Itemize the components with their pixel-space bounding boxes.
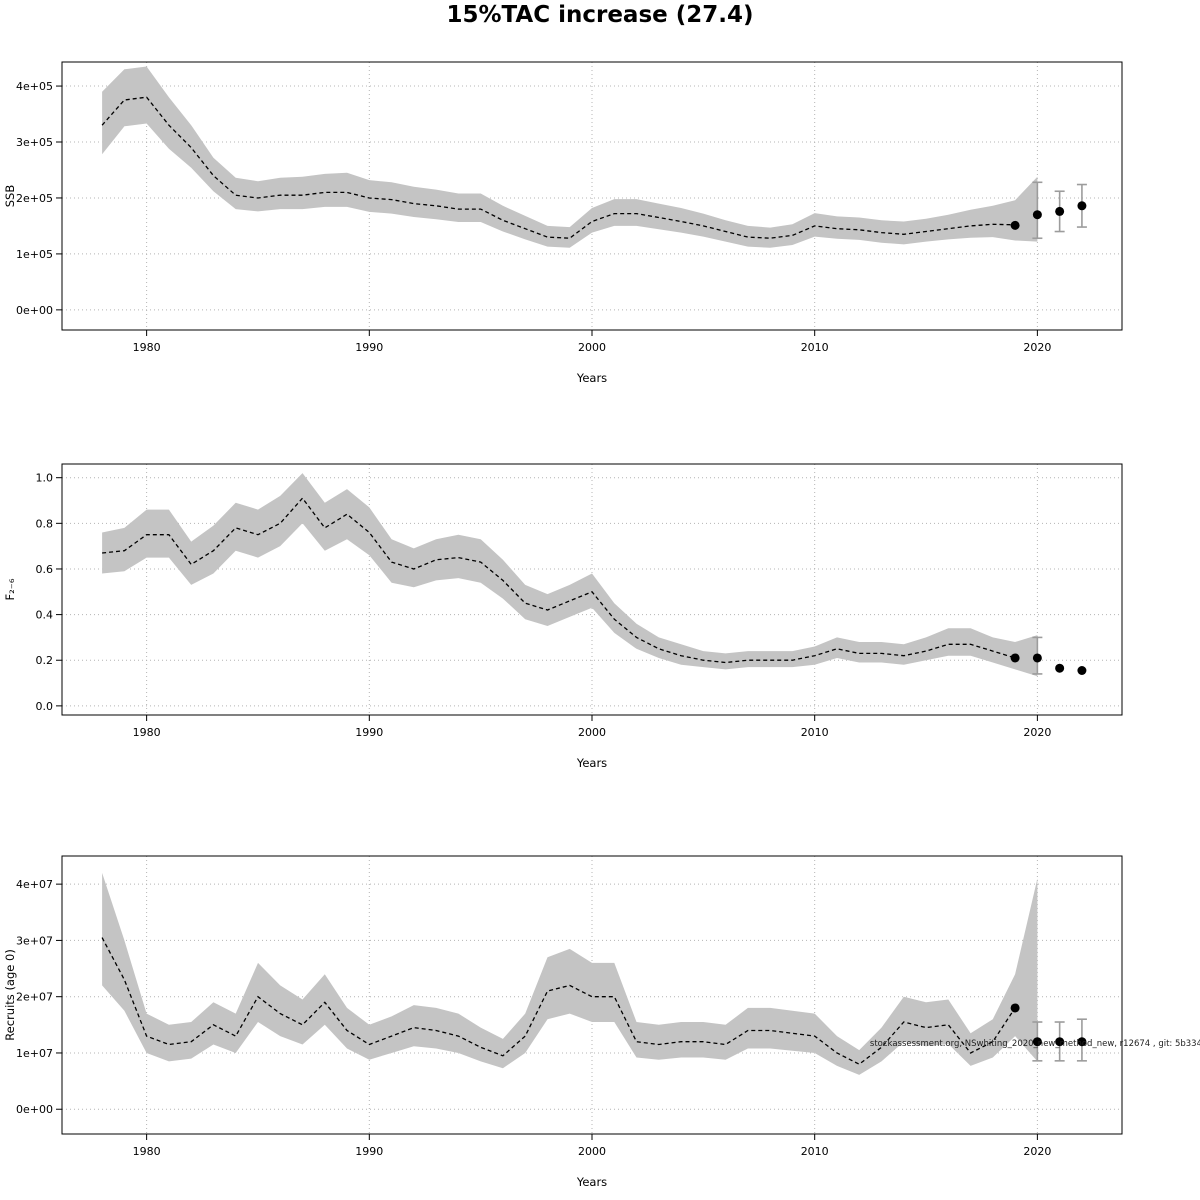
y-tick-label: 1e+07 (16, 1047, 53, 1060)
x-tick-label: 2020 (1023, 726, 1051, 739)
axes: 1980 1990 2000 2010 2020 0e+00 1e+07 2e+07 3e+07… (16, 878, 1051, 1158)
x-tick-label: 2020 (1023, 341, 1051, 354)
forecast-dot (1055, 1037, 1065, 1047)
forecast-dot (1055, 663, 1065, 673)
x-tick-label: 1980 (133, 726, 161, 739)
y-axis-title: F₂₋₆ (3, 578, 17, 600)
y-tick-label: 3e+07 (16, 934, 53, 947)
axes: 1980 1990 2000 2010 2020 0.0 0.2 0.4 0.6 0.8 1.0 (36, 472, 1052, 739)
axes: 1980 1990 2000 2010 2020 0e+00 1e+05 2e+05 3e+05… (16, 80, 1051, 354)
confidence-band (102, 66, 1038, 248)
forecast-points (1010, 1003, 1087, 1062)
forecast-dot (1032, 1037, 1042, 1047)
x-tick-label: 2020 (1023, 1145, 1051, 1158)
forecast-dot (1010, 653, 1020, 663)
ssb-panel: 1980 1990 2000 2010 2020 0e+00 1e+05 2e+05 3e+05… (3, 61, 1123, 385)
x-tick-label: 2010 (801, 1145, 829, 1158)
forecast-dot (1077, 201, 1087, 211)
forecast-dot (1010, 1003, 1020, 1013)
forecast-points (1010, 181, 1087, 240)
y-tick-label: 0.2 (36, 654, 54, 667)
x-tick-label: 2000 (578, 1145, 606, 1158)
y-tick-label: 4e+07 (16, 878, 53, 891)
y-axis-title: Recruits (age 0) (3, 949, 17, 1041)
y-tick-label: 0.6 (36, 563, 54, 576)
y-tick-label: 0e+00 (16, 304, 53, 317)
forecast-points (1010, 636, 1087, 676)
gridlines (62, 856, 1122, 1134)
median-line (101, 937, 1016, 1065)
fbar-panel: 1980 1990 2000 2010 2020 0.0 0.2 0.4 0.6 0.8 1.0 Ye… (3, 463, 1123, 770)
x-tick-label: 1990 (355, 341, 383, 354)
median-line (101, 96, 1016, 239)
forecast-dot (1010, 220, 1020, 230)
x-axis-title: Years (576, 371, 607, 385)
forecast-dot (1032, 653, 1042, 663)
y-tick-label: 1.0 (36, 472, 54, 485)
x-tick-label: 2010 (801, 341, 829, 354)
y-axis-title: SSB (3, 185, 17, 208)
x-tick-label: 2010 (801, 726, 829, 739)
x-axis-title: Years (576, 1175, 607, 1189)
forecast-dot (1032, 210, 1042, 220)
x-tick-label: 1990 (355, 726, 383, 739)
y-tick-label: 0.4 (36, 609, 54, 622)
y-tick-label: 2e+05 (16, 192, 53, 205)
confidence-band (102, 473, 1038, 677)
recruits-panel: 1980 1990 2000 2010 2020 0e+00 1e+07 2e+07 3e+07… (3, 855, 1200, 1189)
y-tick-label: 0e+00 (16, 1103, 53, 1116)
page-title: 15%TAC increase (27.4) (446, 2, 754, 28)
forecast-dot (1077, 1037, 1087, 1047)
x-tick-label: 1990 (355, 1145, 383, 1158)
y-tick-label: 3e+05 (16, 136, 53, 149)
x-tick-label: 1980 (133, 341, 161, 354)
x-tick-label: 2000 (578, 341, 606, 354)
y-tick-label: 1e+05 (16, 248, 53, 261)
y-tick-label: 2e+07 (16, 991, 53, 1004)
confidence-band (102, 872, 1038, 1075)
forecast-dot (1055, 206, 1065, 216)
y-tick-label: 0.8 (36, 517, 54, 530)
watermark-text: stockassessment.org, NSwhiting_2020_new_… (870, 1039, 1200, 1049)
x-tick-label: 1980 (133, 1145, 161, 1158)
x-axis-title: Years (576, 756, 607, 770)
forecast-dot (1077, 666, 1087, 676)
y-tick-label: 4e+05 (16, 80, 53, 93)
y-tick-label: 0.0 (36, 700, 54, 713)
median-line (102, 497, 1016, 664)
x-tick-label: 2000 (578, 726, 606, 739)
